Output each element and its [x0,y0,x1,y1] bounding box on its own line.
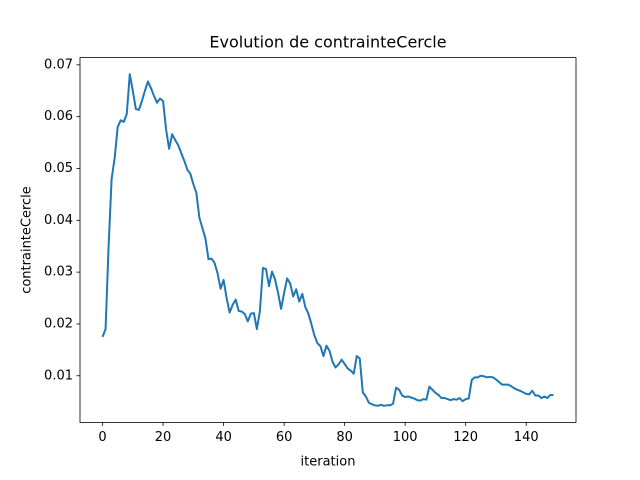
y-tick-label: 0.06 [44,109,73,124]
x-tick-label: 60 [276,430,293,445]
data-line [101,73,554,407]
y-axis-label: contrainteCercle [20,186,35,294]
x-axis-label: iteration [301,455,356,470]
x-tick-label: 40 [215,430,232,445]
y-tick-label: 0.02 [44,316,73,331]
x-tick-label: 0 [98,430,106,445]
x-tick-label: 20 [155,430,172,445]
y-tick-label: 0.04 [44,213,73,228]
y-tick-label: 0.07 [44,57,73,72]
x-tick-label: 100 [393,430,418,445]
y-tick-label: 0.01 [44,368,73,383]
plot-frame [79,57,577,423]
x-tick-label: 120 [453,430,478,445]
y-tick-label: 0.05 [44,161,73,176]
y-tick-label: 0.03 [44,265,73,280]
chart-title: Evolution de contrainteCercle [209,33,446,52]
x-tick-label: 140 [514,430,539,445]
x-tick-label: 80 [336,430,353,445]
